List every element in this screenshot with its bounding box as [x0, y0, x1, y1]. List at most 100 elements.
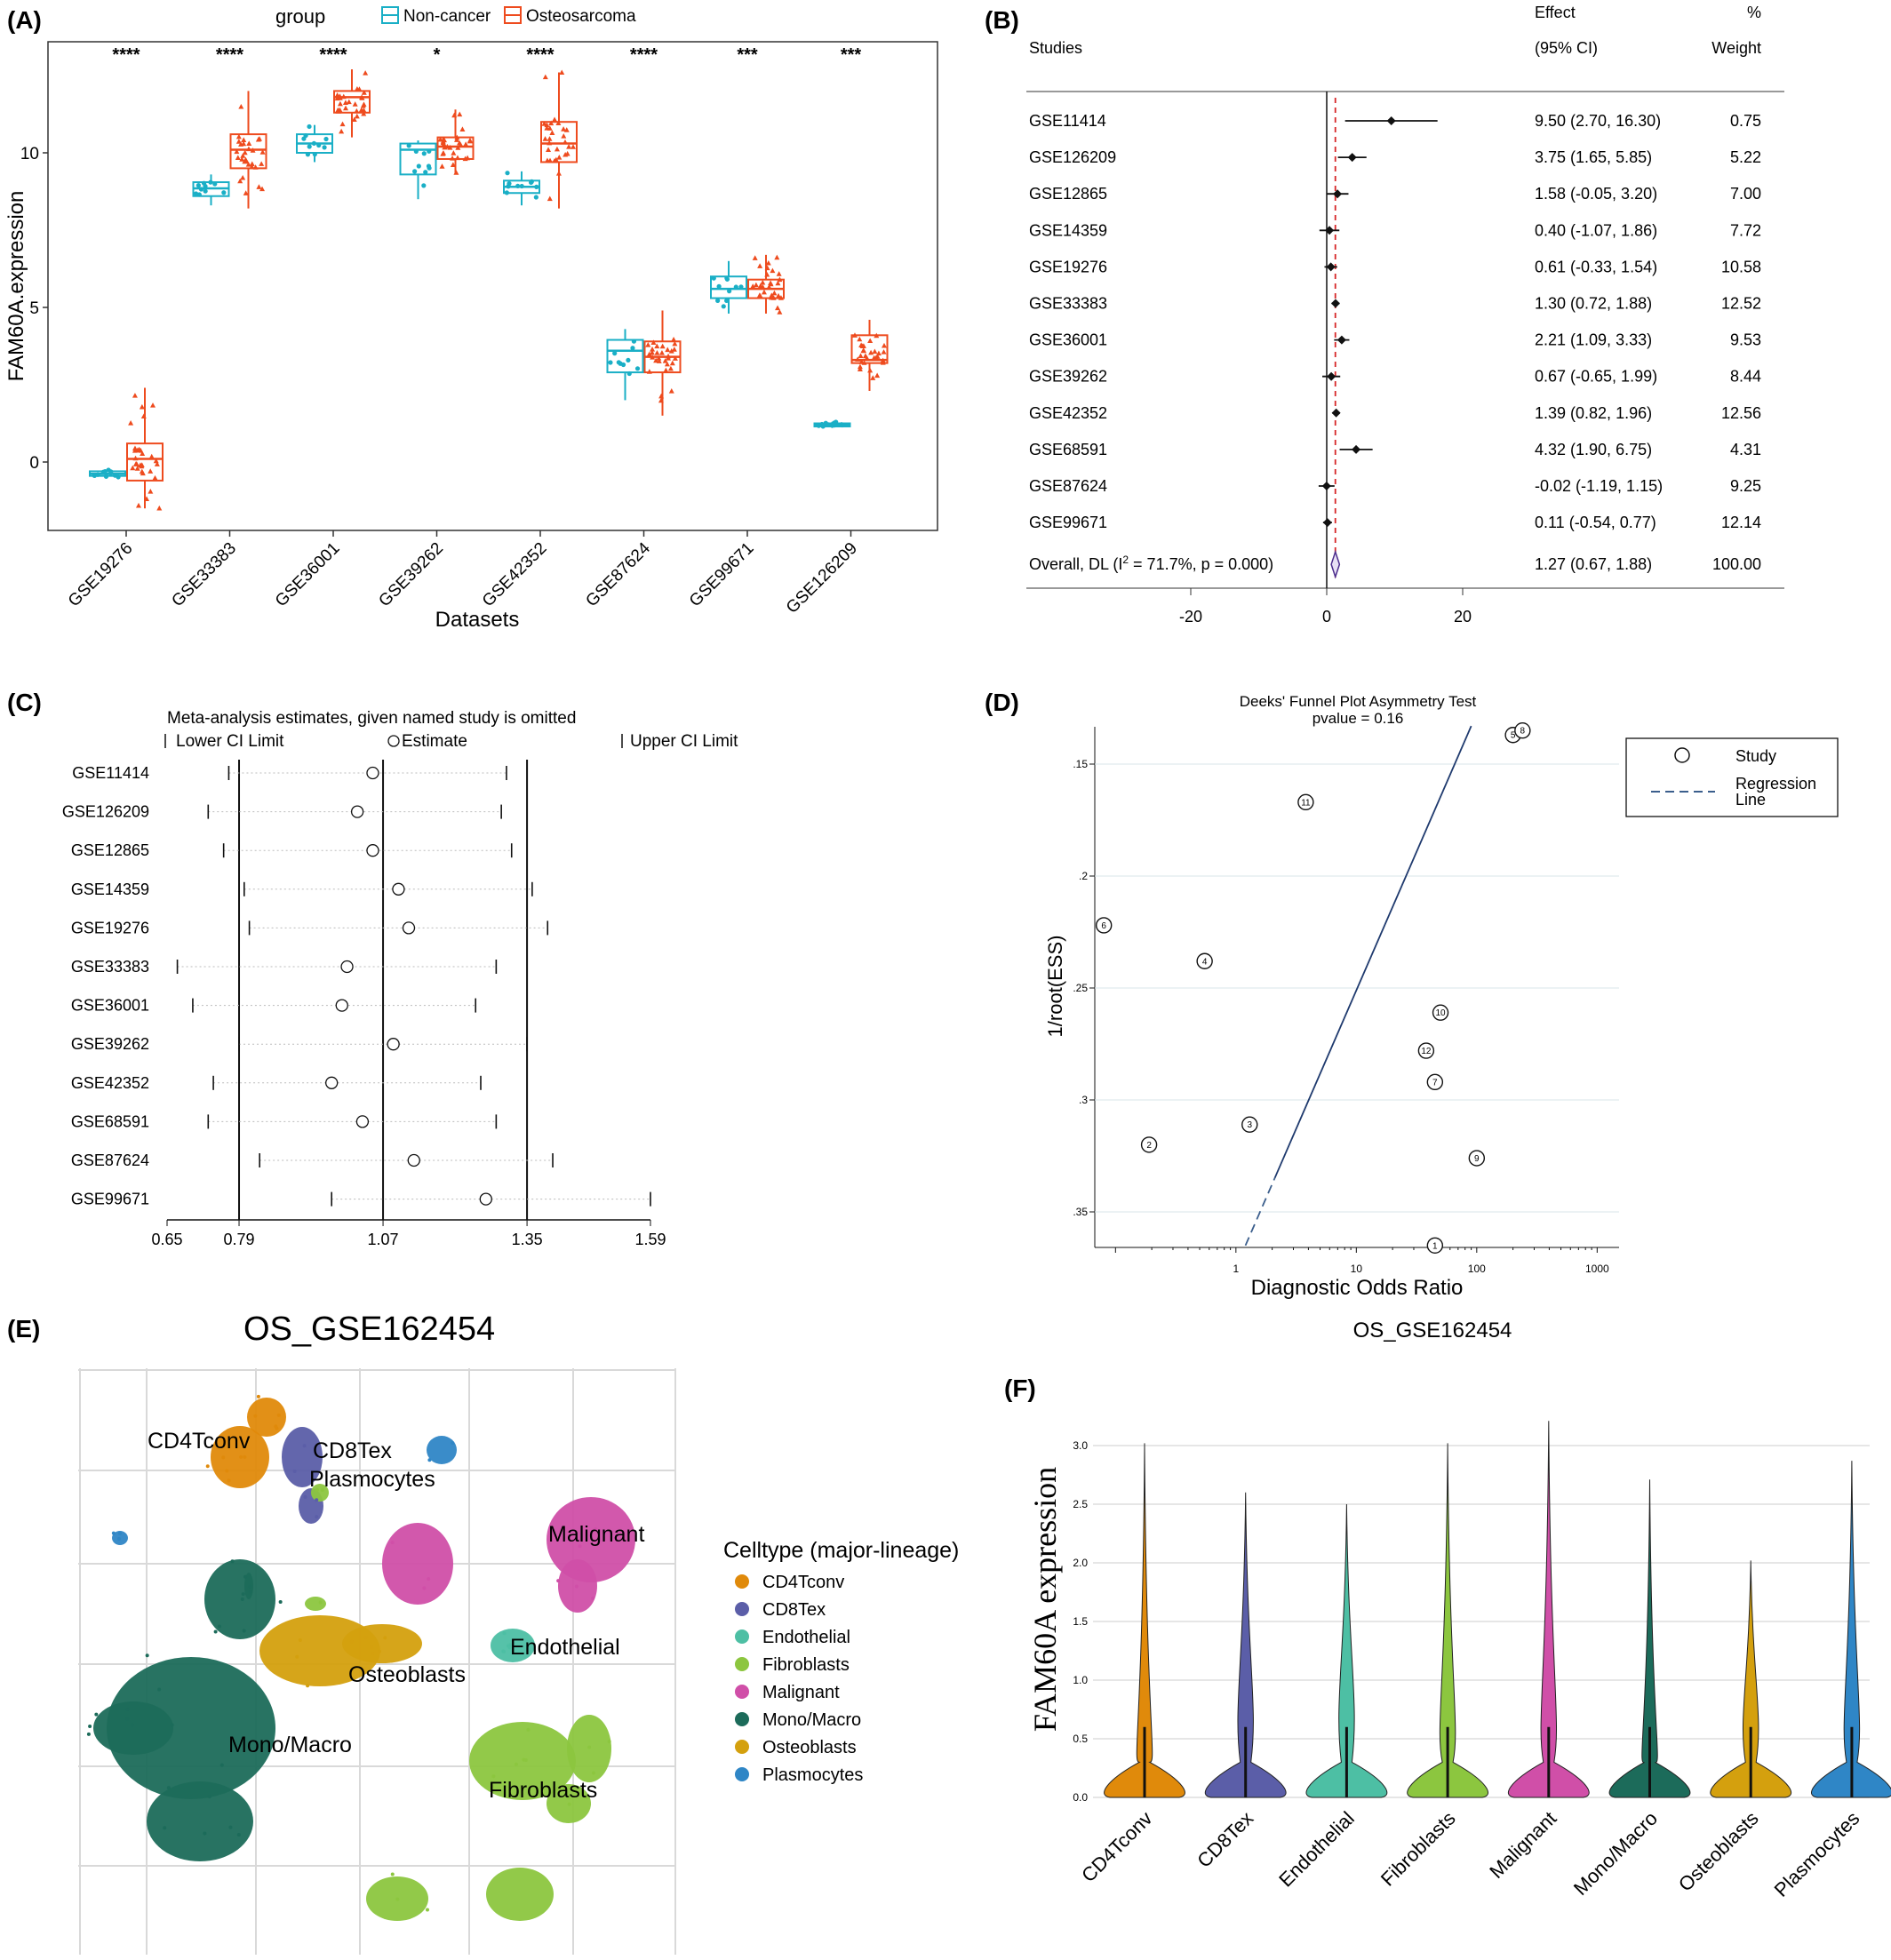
- legend-upper-label: Upper CI Limit: [630, 732, 738, 751]
- data-point: [570, 144, 576, 149]
- study-name: GSE68591: [1029, 441, 1107, 458]
- x-tick-label: GSE99671: [686, 539, 758, 611]
- data-point: [463, 141, 469, 147]
- header-ci: (95% CI): [1535, 39, 1598, 57]
- cell-point: [318, 1600, 323, 1605]
- cluster-malignant: [547, 1497, 635, 1582]
- cell-point: [256, 1394, 260, 1398]
- panel-label-c: (C): [7, 689, 42, 716]
- data-point: [412, 169, 418, 174]
- data-point: [451, 150, 457, 155]
- data-point: [649, 349, 655, 355]
- x-tick-label: 0.79: [223, 1231, 254, 1248]
- estimate-marker: [479, 1192, 492, 1206]
- study-name: GSE33383: [71, 958, 149, 976]
- data-point: [150, 402, 156, 408]
- cell-point: [222, 1439, 227, 1444]
- data-point: [874, 354, 881, 359]
- legend-label: Osteoblasts: [762, 1738, 857, 1757]
- data-point: [562, 139, 568, 145]
- cell-point: [302, 1444, 307, 1448]
- data-point: [874, 332, 880, 339]
- data-point: [671, 336, 677, 342]
- data-point: [241, 137, 247, 142]
- data-point: [768, 280, 774, 286]
- data-point: [548, 120, 555, 126]
- weight: 4.31: [1730, 441, 1761, 458]
- x-tick-label: 1.35: [512, 1231, 543, 1248]
- header-percent: %: [1747, 4, 1761, 21]
- data-point: [840, 422, 845, 428]
- data-point: [132, 455, 139, 461]
- cell-point: [574, 1584, 578, 1589]
- data-point: [544, 157, 550, 163]
- data-point: [454, 155, 460, 161]
- cell-point: [563, 1785, 567, 1789]
- data-point: [506, 184, 511, 189]
- data-point: [668, 348, 674, 354]
- data-point: [777, 276, 783, 283]
- data-point: [505, 171, 510, 176]
- cell-point: [315, 1498, 319, 1502]
- cell-point: [506, 1644, 510, 1648]
- data-point: [132, 461, 139, 466]
- cell-point: [145, 1653, 149, 1658]
- panel-label-a: (A): [7, 6, 42, 34]
- data-point: [559, 69, 565, 76]
- data-point: [238, 103, 244, 109]
- cell-point: [248, 1590, 252, 1594]
- legend-swatch: [735, 1602, 749, 1616]
- data-point: [103, 474, 109, 479]
- x-tick-label: 100: [1468, 1263, 1486, 1275]
- panel-f-body: 0.0 0.5 1.0 1.5 2.0 2.5 3.0 CD4Tconv CD8Tex Endot…: [1073, 1421, 1891, 1901]
- data-point: [413, 148, 419, 154]
- data-point: [563, 127, 570, 132]
- data-point: [354, 108, 360, 114]
- data-point: [766, 283, 772, 290]
- data-point: [337, 100, 343, 107]
- cell-point: [241, 1592, 245, 1597]
- cell-point: [278, 1600, 283, 1605]
- weight: 8.44: [1730, 368, 1761, 386]
- data-point: [152, 474, 158, 481]
- cell-point: [236, 1832, 241, 1837]
- data-point: [519, 183, 524, 189]
- y-tick-label: .15: [1073, 758, 1088, 770]
- data-point: [630, 346, 635, 351]
- data-point: [608, 360, 613, 365]
- data-point: [529, 179, 534, 184]
- cell-point: [514, 1762, 518, 1766]
- cell-point: [607, 1740, 611, 1744]
- data-point: [634, 366, 641, 371]
- cell-point: [225, 1469, 229, 1473]
- data-point: [450, 162, 456, 167]
- legend-label-noncancer: Non-cancer: [403, 7, 491, 26]
- data-point: [442, 144, 448, 150]
- data-point: [361, 108, 367, 114]
- panel-e-legend-title: Celltype (major-lineage): [723, 1538, 959, 1563]
- data-point: [240, 174, 246, 180]
- effect-marker: [1330, 299, 1340, 308]
- estimate-marker: [350, 805, 364, 818]
- cell-point: [295, 1654, 299, 1659]
- x-tick-label: GSE87624: [582, 538, 654, 610]
- data-point: [95, 472, 100, 477]
- data-point: [467, 137, 473, 143]
- data-point: [872, 348, 878, 355]
- data-point: [421, 151, 427, 156]
- data-point: [342, 100, 348, 105]
- cell-point: [320, 1488, 324, 1493]
- study-name: GSE19276: [1029, 258, 1107, 275]
- legend-swatch: [735, 1767, 749, 1781]
- data-point: [868, 349, 874, 355]
- legend-label: CD8Tex: [762, 1600, 826, 1620]
- data-point: [667, 365, 674, 371]
- cell-point: [427, 1577, 431, 1582]
- study-name: GSE11414: [72, 764, 149, 782]
- panel-label-e: (E): [7, 1315, 40, 1343]
- header-studies: Studies: [1029, 39, 1082, 57]
- data-point: [650, 346, 656, 352]
- data-point: [733, 284, 738, 290]
- data-point: [663, 367, 669, 373]
